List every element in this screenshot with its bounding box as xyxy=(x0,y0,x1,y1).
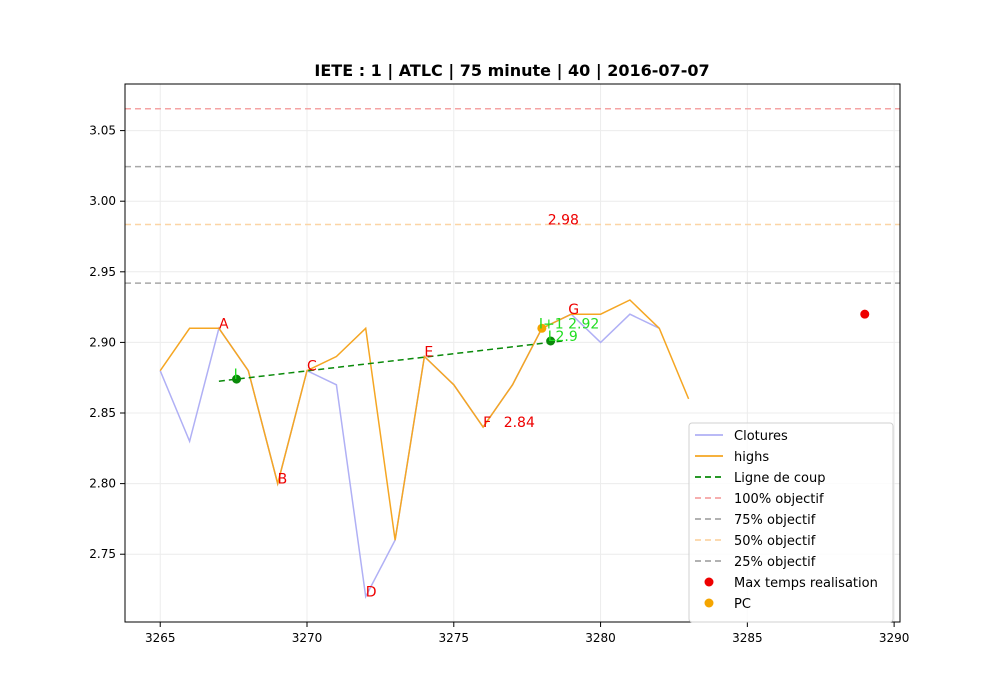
annotation-label: I xyxy=(234,367,238,383)
annotation-label: G xyxy=(568,302,579,318)
annotation-label: 2.98 xyxy=(548,213,579,229)
annotation-label: E xyxy=(424,345,433,361)
legend-label-50pct-objectif: 50% objectif xyxy=(734,534,816,549)
y-axis: 2.75 2.80 2.85 2.90 2.95 3.00 3.05 xyxy=(89,124,125,561)
x-tick-label: 3285 xyxy=(732,631,763,645)
y-tick-label: 2.75 xyxy=(89,547,116,561)
series-highs xyxy=(159,299,690,541)
y-tick-label: 3.05 xyxy=(89,124,116,138)
point-pc xyxy=(537,323,547,333)
y-tick-label: 3.00 xyxy=(89,194,116,208)
x-axis: 3265 3270 3275 3280 3285 3290 xyxy=(145,622,909,645)
y-tick-label: 2.95 xyxy=(89,265,116,279)
legend-box xyxy=(688,422,894,623)
legend-label-75pct-objectif: 75% objectif xyxy=(734,513,816,528)
scatter-points xyxy=(232,309,870,384)
annotation-label: D xyxy=(366,585,377,601)
grid xyxy=(125,84,900,622)
x-tick-label: 3265 xyxy=(145,631,176,645)
legend-marker-max-temps-realisation xyxy=(704,577,714,587)
annotation-label: C xyxy=(307,359,317,375)
annotation-label: L2.9 xyxy=(548,329,578,345)
point-max-temps-realisation xyxy=(860,309,870,319)
y-tick-label: 2.80 xyxy=(89,477,116,491)
trade-point xyxy=(546,336,556,346)
legend-label-highs: highs xyxy=(734,450,769,465)
legend-label-ligne-de-coup: Ligne de coup xyxy=(734,471,825,486)
legend-label-max-temps-realisation: Max temps realisation xyxy=(734,576,878,591)
y-tick-label: 2.90 xyxy=(89,335,116,349)
legend-label-100pct-objectif: 100% objectif xyxy=(734,492,824,507)
annotation-label: A xyxy=(219,316,229,332)
y-tick-label: 2.85 xyxy=(89,406,116,420)
legend-label-25pct-objectif: 25% objectif xyxy=(734,555,816,570)
annotation-label: I+1 2.92 xyxy=(539,316,599,332)
series-lines xyxy=(159,299,690,600)
series-ligne-de-coup xyxy=(218,340,563,382)
trade-point xyxy=(232,374,242,384)
chart-title: IETE : 1 | ATLC | 75 minute | 40 | 2016-… xyxy=(314,61,709,81)
x-tick-label: 3275 xyxy=(439,631,470,645)
legend: Clotures highs Ligne de coup 100% objectif 7… xyxy=(688,422,894,623)
x-tick-label: 3270 xyxy=(292,631,323,645)
legend-label-pc: PC xyxy=(734,597,751,612)
x-tick-label: 3280 xyxy=(585,631,616,645)
plot-frame xyxy=(124,83,901,623)
annotation-label: F xyxy=(483,415,491,431)
legend-label-clotures: Clotures xyxy=(734,429,788,444)
x-tick-label: 3290 xyxy=(879,631,910,645)
annotation-label: 2.84 xyxy=(504,415,535,431)
legend-marker-pc xyxy=(704,598,714,608)
annotation-label: B xyxy=(278,472,288,488)
objective-lines xyxy=(125,107,900,284)
